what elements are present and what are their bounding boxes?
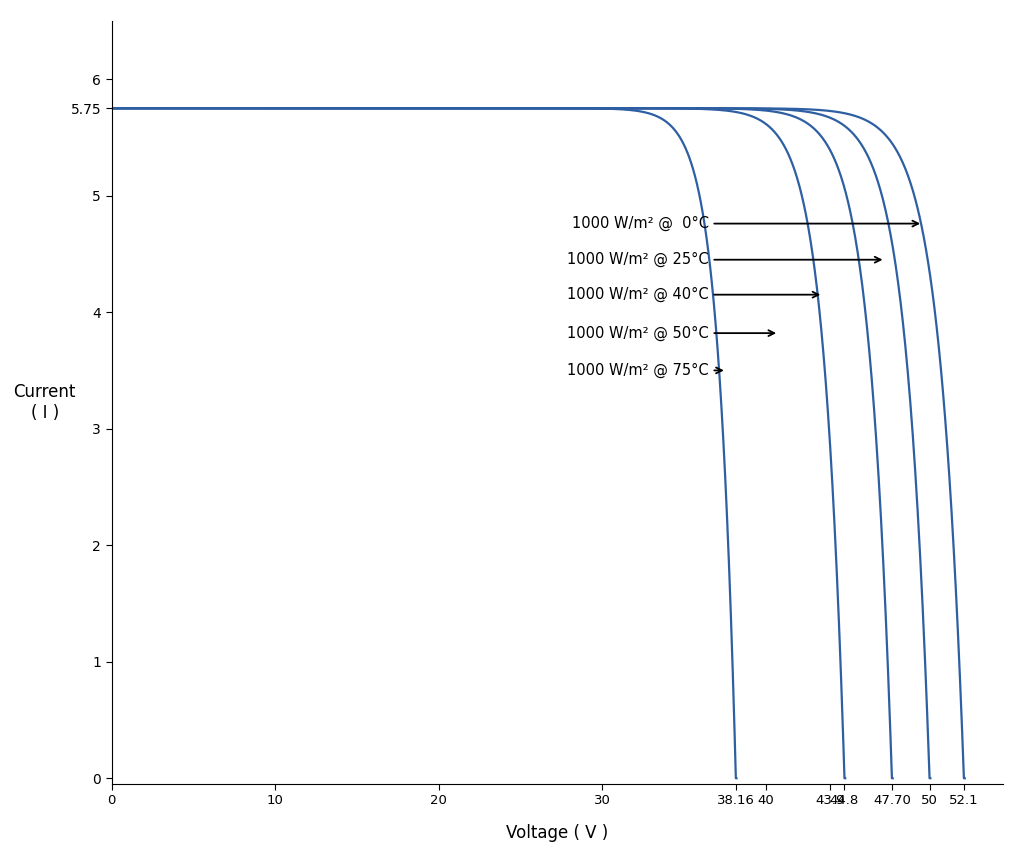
- Y-axis label: Current
( I ): Current ( I ): [13, 383, 76, 422]
- Text: 1000 W/m² @ 75°C: 1000 W/m² @ 75°C: [567, 362, 722, 378]
- Text: 1000 W/m² @ 50°C: 1000 W/m² @ 50°C: [567, 325, 774, 341]
- Text: 1000 W/m² @  0°C: 1000 W/m² @ 0°C: [571, 216, 919, 231]
- X-axis label: Voltage ( V ): Voltage ( V ): [506, 824, 608, 842]
- Text: 1000 W/m² @ 25°C: 1000 W/m² @ 25°C: [567, 252, 881, 268]
- Text: 1000 W/m² @ 40°C: 1000 W/m² @ 40°C: [567, 287, 818, 302]
